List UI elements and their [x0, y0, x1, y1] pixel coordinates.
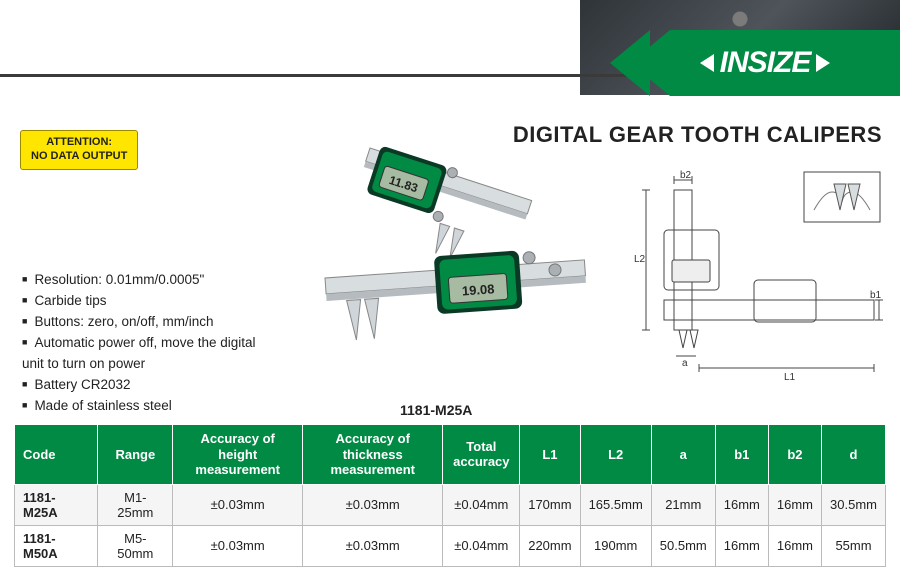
col-L1: L1 [520, 425, 580, 485]
table-cell: 50.5mm [651, 525, 715, 566]
table-cell: 165.5mm [580, 484, 651, 525]
table-cell: 16mm [768, 525, 821, 566]
dim-L1: L1 [784, 372, 796, 383]
logo-arrow-left-icon [700, 54, 714, 72]
logo-band: INSIZE [630, 30, 900, 96]
logo-arrow-right-icon [816, 54, 830, 72]
feature-item: Made of stainless steel [22, 396, 272, 417]
table-row: 1181-M25AM1-25mm±0.03mm±0.03mm±0.04mm170… [15, 484, 886, 525]
product-image: 11.83 19.08 [300, 128, 610, 398]
table-cell: M1-25mm [98, 484, 173, 525]
table-cell: 16mm [715, 525, 768, 566]
table-cell: ±0.04mm [443, 525, 520, 566]
table-cell: ±0.03mm [173, 484, 303, 525]
col-range: Range [98, 425, 173, 485]
table-cell: 170mm [520, 484, 580, 525]
header: INSIZE [0, 0, 900, 95]
table-cell: ±0.04mm [443, 484, 520, 525]
table-cell: 1181-M50A [15, 525, 98, 566]
attention-badge: ATTENTION: NO DATA OUTPUT [20, 130, 138, 170]
dim-a: a [682, 358, 688, 369]
attention-line1: ATTENTION: [31, 136, 127, 150]
table-cell: 30.5mm [822, 484, 886, 525]
col-code: Code [15, 425, 98, 485]
table-cell: 16mm [768, 484, 821, 525]
table-cell: 1181-M25A [15, 484, 98, 525]
col-L2: L2 [580, 425, 651, 485]
feature-item: Carbide tips [22, 291, 272, 312]
col-acc-t: Accuracy of thickness measurement [302, 425, 443, 485]
table-cell: 220mm [520, 525, 580, 566]
lcd-readout-2: 19.08 [461, 281, 495, 298]
brand-logo: INSIZE [700, 46, 831, 80]
features-list: Resolution: 0.01mm/0.0005" Carbide tips … [22, 270, 272, 416]
col-b2: b2 [768, 425, 821, 485]
spec-table: Code Range Accuracy of height measuremen… [14, 424, 886, 567]
col-b1: b1 [715, 425, 768, 485]
feature-item: Automatic power off, move the digital un… [22, 333, 272, 375]
col-a: a [651, 425, 715, 485]
spec-table-body: 1181-M25AM1-25mm±0.03mm±0.03mm±0.04mm170… [15, 484, 886, 566]
col-acc-tot: Total accuracy [443, 425, 520, 485]
table-cell: ±0.03mm [173, 525, 303, 566]
feature-item: Resolution: 0.01mm/0.0005" [22, 270, 272, 291]
table-cell: 55mm [822, 525, 886, 566]
dim-b2: b2 [680, 170, 692, 181]
col-d: d [822, 425, 886, 485]
feature-item: Battery CR2032 [22, 375, 272, 396]
table-cell: M5-50mm [98, 525, 173, 566]
table-header-row: Code Range Accuracy of height measuremen… [15, 425, 886, 485]
table-cell: 190mm [580, 525, 651, 566]
attention-line2: NO DATA OUTPUT [31, 150, 127, 164]
brand-logo-text: INSIZE [720, 46, 811, 80]
table-cell: 16mm [715, 484, 768, 525]
dim-b1: b1 [870, 290, 882, 301]
table-cell: 21mm [651, 484, 715, 525]
table-row: 1181-M50AM5-50mm±0.03mm±0.03mm±0.04mm220… [15, 525, 886, 566]
technical-drawing: b2 L2 L1 b1 a [624, 170, 884, 385]
product-illustration: 11.83 19.08 [300, 128, 610, 398]
dim-L2: L2 [634, 254, 646, 265]
table-cell: ±0.03mm [302, 525, 443, 566]
feature-item: Buttons: zero, on/off, mm/inch [22, 312, 272, 333]
table-cell: ±0.03mm [302, 484, 443, 525]
product-model-label: 1181-M25A [400, 402, 472, 418]
col-acc-h: Accuracy of height measurement [173, 425, 303, 485]
